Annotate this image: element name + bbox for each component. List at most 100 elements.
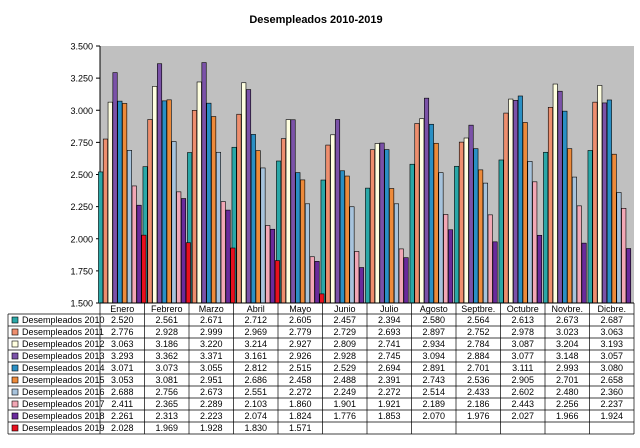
data-label: 2.905 bbox=[511, 375, 534, 385]
data-label: 2.752 bbox=[467, 327, 490, 337]
data-label: 2.891 bbox=[422, 363, 445, 373]
bar bbox=[517, 95, 523, 304]
legend-label: Desempleados 2019 bbox=[22, 423, 105, 433]
data-label: 2.249 bbox=[333, 387, 356, 397]
bar bbox=[562, 110, 568, 304]
bar bbox=[265, 225, 271, 304]
bar bbox=[166, 99, 172, 304]
data-label: 2.360 bbox=[600, 387, 623, 397]
bar bbox=[211, 116, 217, 304]
data-label: 2.551 bbox=[244, 387, 267, 397]
data-label: 2.313 bbox=[155, 411, 178, 421]
data-label: 3.371 bbox=[200, 351, 223, 361]
bar bbox=[503, 112, 509, 304]
bar bbox=[117, 100, 123, 304]
data-label: 2.701 bbox=[467, 363, 490, 373]
data-label: 1.571 bbox=[289, 423, 312, 433]
data-label: 3.362 bbox=[155, 351, 178, 361]
data-label: 3.053 bbox=[111, 375, 134, 385]
bar bbox=[320, 179, 326, 304]
x-tick-label: Septbre. bbox=[461, 304, 495, 314]
bar bbox=[369, 149, 375, 304]
data-label: 2.103 bbox=[244, 399, 267, 409]
data-label: 3.055 bbox=[200, 363, 223, 373]
bar bbox=[196, 81, 202, 304]
data-label: 3.073 bbox=[155, 363, 178, 373]
data-label: 2.261 bbox=[111, 411, 134, 421]
data-label: 3.293 bbox=[111, 351, 134, 361]
bar bbox=[270, 228, 276, 304]
data-label: 2.809 bbox=[333, 339, 356, 349]
data-label: 2.694 bbox=[378, 363, 401, 373]
bar bbox=[260, 167, 266, 304]
bar bbox=[621, 208, 627, 304]
y-tick-label: 2.250 bbox=[70, 202, 93, 212]
data-label: 3.111 bbox=[512, 363, 533, 373]
data-label: 2.028 bbox=[111, 423, 134, 433]
legend-swatch bbox=[11, 412, 19, 420]
bar bbox=[587, 150, 593, 304]
data-label: 2.999 bbox=[200, 327, 223, 337]
data-label: 2.613 bbox=[511, 315, 534, 325]
bar bbox=[398, 248, 404, 304]
data-label: 2.070 bbox=[422, 411, 445, 421]
bar bbox=[458, 141, 464, 304]
bar bbox=[157, 63, 163, 304]
legend-swatch bbox=[11, 352, 19, 360]
bar bbox=[552, 83, 558, 304]
bar bbox=[295, 172, 301, 304]
bar bbox=[161, 100, 167, 304]
x-tick-label: Junio bbox=[334, 304, 356, 314]
data-label: 3.063 bbox=[111, 339, 134, 349]
data-label: 2.745 bbox=[378, 351, 401, 361]
y-tick-label: 3.000 bbox=[70, 106, 93, 116]
data-label: 2.520 bbox=[111, 315, 134, 325]
bar bbox=[230, 247, 236, 304]
data-label: 1.853 bbox=[378, 411, 401, 421]
data-label: 2.897 bbox=[422, 327, 445, 337]
data-label: 3.071 bbox=[111, 363, 134, 373]
bar bbox=[424, 97, 430, 304]
bar bbox=[225, 209, 231, 304]
data-label: 2.488 bbox=[333, 375, 356, 385]
data-label: 2.712 bbox=[244, 315, 267, 325]
bar bbox=[616, 192, 622, 304]
bar bbox=[384, 149, 390, 304]
data-label: 2.673 bbox=[556, 315, 579, 325]
x-tick-label: Dicbre. bbox=[597, 304, 626, 314]
data-label: 1.966 bbox=[556, 411, 579, 421]
x-tick-label: Marzo bbox=[199, 304, 224, 314]
legend-label: Desempleados 2016 bbox=[22, 387, 105, 397]
bar bbox=[487, 214, 493, 304]
y-tick-label: 1.500 bbox=[70, 299, 93, 309]
data-label: 2.741 bbox=[378, 339, 401, 349]
data-label: 1.824 bbox=[289, 411, 312, 421]
x-tick-label: Febrero bbox=[151, 304, 183, 314]
data-label: 2.658 bbox=[600, 375, 623, 385]
bar bbox=[236, 113, 242, 304]
bar bbox=[274, 260, 280, 304]
data-label: 3.148 bbox=[556, 351, 579, 361]
data-label: 3.080 bbox=[600, 363, 623, 373]
bar bbox=[428, 123, 434, 304]
legend-swatch bbox=[11, 364, 19, 372]
data-label: 2.564 bbox=[467, 315, 490, 325]
bar bbox=[473, 148, 479, 304]
bar bbox=[325, 144, 331, 304]
data-label: 2.951 bbox=[200, 375, 223, 385]
data-table: Enero Febrero Marzo Abril Mayo Junio Julio Agos… bbox=[7, 302, 635, 435]
legend-swatch bbox=[11, 400, 19, 408]
bar bbox=[433, 142, 439, 304]
bar bbox=[403, 257, 409, 304]
legend-swatch bbox=[11, 328, 19, 336]
bar bbox=[98, 171, 104, 304]
data-label: 2.186 bbox=[467, 399, 490, 409]
x-tick-label: Enero bbox=[110, 304, 134, 314]
x-tick-label: Novbre. bbox=[551, 304, 583, 314]
data-label: 2.934 bbox=[422, 339, 445, 349]
legend-label: Desempleados 2011 bbox=[22, 327, 104, 337]
bar bbox=[330, 134, 336, 304]
data-label: 3.186 bbox=[155, 339, 178, 349]
data-label: 2.074 bbox=[244, 411, 267, 421]
bar bbox=[508, 98, 514, 304]
